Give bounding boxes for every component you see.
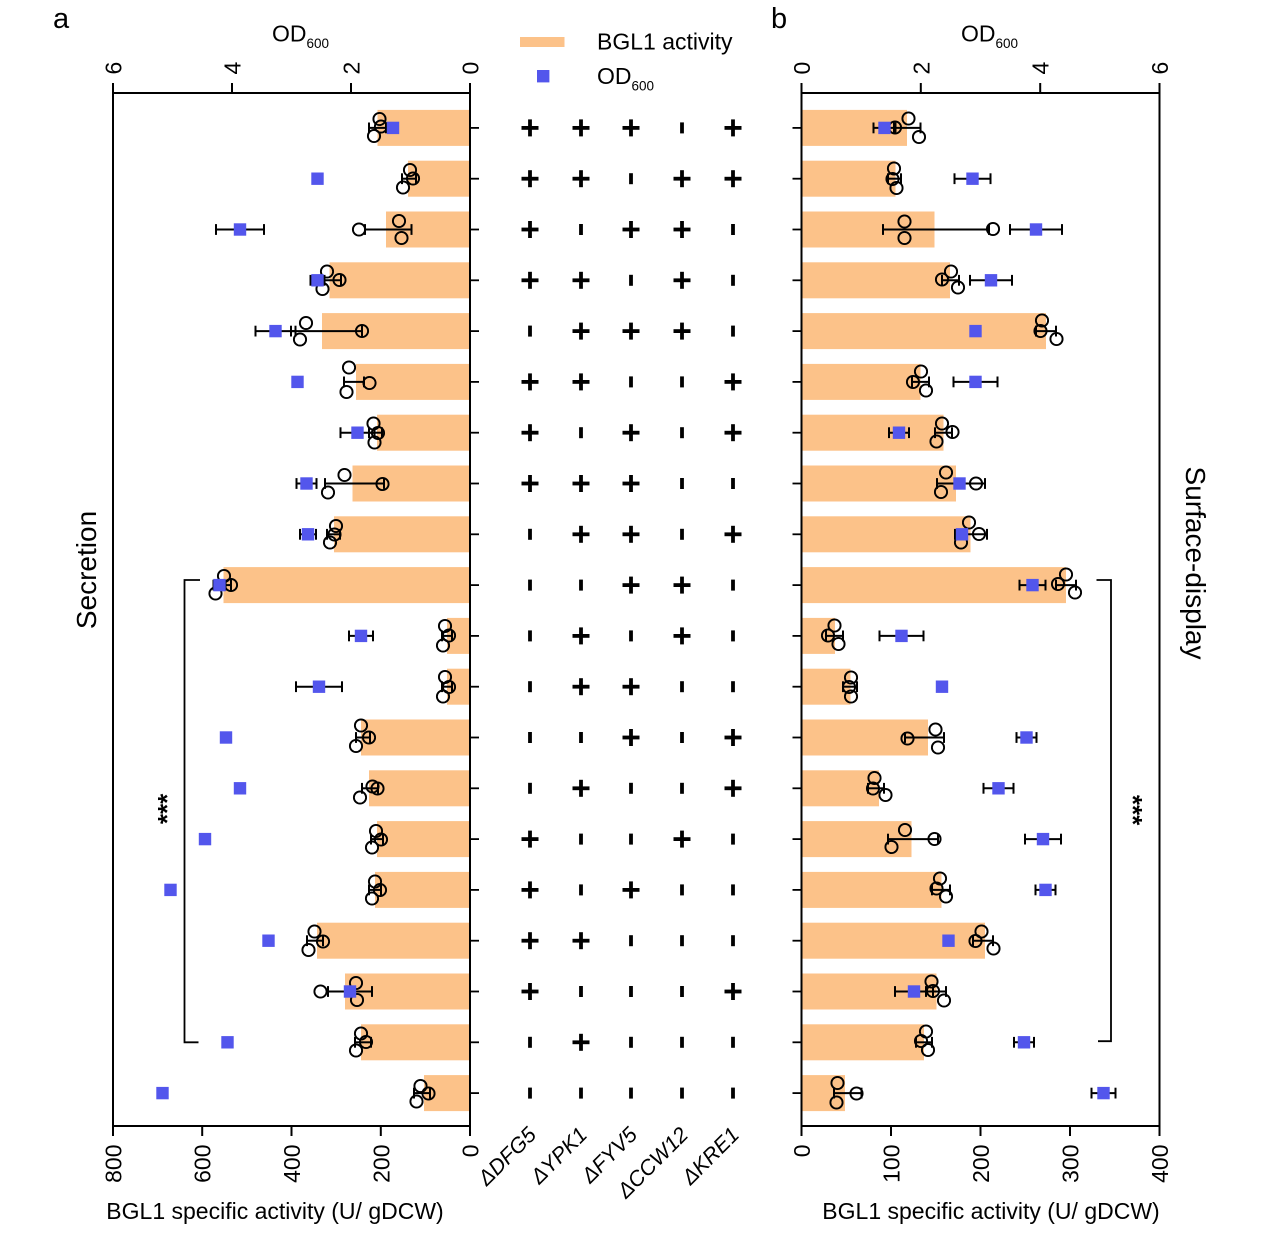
- svg-text:2: 2: [339, 62, 365, 75]
- svg-text:0: 0: [789, 62, 815, 75]
- svg-text:***: ***: [1118, 795, 1148, 826]
- svg-text:200: 200: [368, 1145, 394, 1183]
- svg-text:600: 600: [190, 1145, 216, 1183]
- svg-text:6: 6: [101, 62, 127, 75]
- svg-text:200: 200: [968, 1145, 994, 1183]
- svg-text:0: 0: [789, 1145, 815, 1158]
- svg-text:0: 0: [458, 1145, 484, 1158]
- svg-text:400: 400: [279, 1145, 305, 1183]
- svg-text:300: 300: [1058, 1145, 1084, 1183]
- svg-text:a: a: [53, 3, 70, 35]
- svg-text:BGL1 specific activity (U/ gDC: BGL1 specific activity (U/ gDCW): [822, 1198, 1159, 1224]
- svg-text:0: 0: [458, 62, 484, 75]
- svg-text:6: 6: [1147, 62, 1173, 75]
- svg-text:Secretion: Secretion: [71, 511, 102, 629]
- svg-text:BGL1 activity: BGL1 activity: [597, 29, 733, 55]
- svg-text:Surface-display: Surface-display: [1180, 467, 1211, 660]
- svg-text:400: 400: [1147, 1145, 1173, 1183]
- svg-text:***: ***: [152, 793, 182, 824]
- svg-text:800: 800: [101, 1145, 127, 1183]
- svg-text:100: 100: [879, 1145, 905, 1183]
- svg-text:4: 4: [220, 62, 246, 75]
- svg-text:b: b: [771, 3, 787, 35]
- svg-text:4: 4: [1028, 62, 1054, 75]
- svg-text:2: 2: [908, 62, 934, 75]
- svg-text:BGL1 specific activity (U/ gDC: BGL1 specific activity (U/ gDCW): [106, 1198, 443, 1224]
